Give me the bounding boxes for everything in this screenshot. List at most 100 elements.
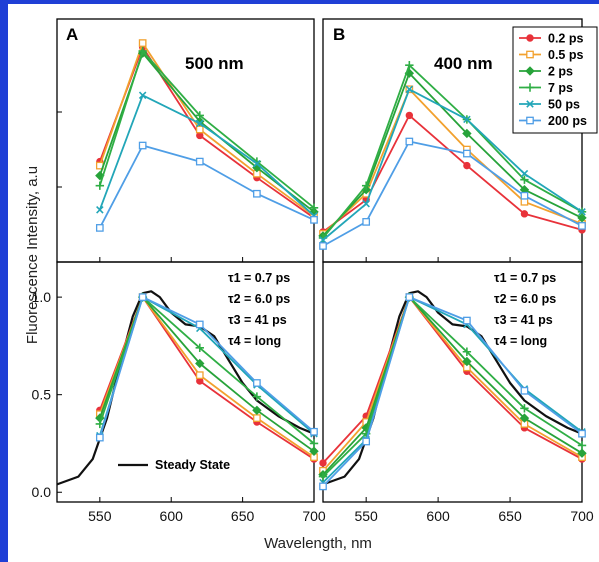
data-point: [253, 414, 261, 422]
tau-label: τ1 = 0.7 ps: [494, 271, 556, 285]
series-line-50-ps: [98, 94, 315, 217]
frame-top-bar: [0, 0, 599, 4]
data-point: [362, 218, 371, 226]
data-point: [95, 224, 104, 232]
legend-label: 50 ps: [548, 98, 580, 112]
data-point: [463, 115, 471, 124]
legend-marker: [526, 100, 534, 108]
legend-label: 7 ps: [548, 81, 573, 95]
data-point: [405, 137, 414, 146]
series-line-0-5-ps: [322, 88, 583, 235]
data-point: [520, 169, 529, 178]
series-line-2-ps: [322, 296, 583, 476]
data-point: [253, 159, 261, 168]
legend-box: [512, 26, 598, 134]
plot-area-B-top: [318, 60, 587, 250]
tau-annotations-A: τ1 = 0.7 ps τ2 = 6.0 ps τ3 = 41 ps τ4 = …: [228, 271, 290, 348]
data-point: [195, 125, 204, 134]
data-point: [252, 405, 262, 416]
data-point: [462, 347, 472, 356]
data-point: [253, 189, 261, 198]
x-tick-label: 600: [160, 508, 184, 524]
data-point: [462, 356, 472, 367]
tau-annotations-B: τ1 = 0.7 ps τ2 = 6.0 ps τ3 = 41 ps τ4 = …: [494, 271, 556, 348]
legend-label: 0.2 ps: [548, 32, 583, 46]
x-tick-label: 550: [354, 508, 378, 524]
data-point: [519, 413, 530, 423]
data-point: [577, 213, 587, 223]
data-point: [252, 392, 262, 401]
data-point: [463, 161, 471, 170]
data-point: [309, 439, 319, 448]
legend-marker: [526, 116, 534, 125]
plot-area-B-bottom: [318, 290, 587, 491]
data-point: [520, 386, 529, 395]
panel-letter-B: B: [333, 25, 345, 44]
data-point: [520, 191, 529, 200]
data-point: [195, 371, 204, 380]
tau-label: τ3 = 41 ps: [228, 313, 287, 327]
series-line-0-5-ps: [322, 296, 583, 472]
data-point: [319, 459, 327, 467]
plot-area-A-top: [95, 39, 319, 232]
x-tick-label: 600: [426, 508, 450, 524]
data-point: [195, 343, 204, 353]
data-point: [309, 446, 319, 456]
data-point: [96, 206, 104, 214]
data-point: [362, 200, 370, 208]
tau-label: τ1 = 0.7 ps: [228, 271, 290, 285]
y-axis-title: Fluorescence Intensity, a.u: [24, 166, 41, 344]
y-tick-label: 0.5: [32, 387, 52, 403]
panel-title-B: 400 nm: [434, 54, 493, 73]
x-tick-label: 700: [302, 508, 326, 524]
y-tick-label: 1.0: [32, 289, 52, 305]
legend-label: 200 ps: [548, 114, 587, 128]
legend-label: 0.5 ps: [548, 48, 583, 62]
data-point: [138, 293, 147, 301]
data-point: [309, 203, 319, 213]
frame-left-bar: [0, 0, 8, 562]
data-point: [578, 429, 586, 438]
panel-A-bottom-box: [56, 261, 315, 503]
data-point: [577, 441, 587, 450]
series-line-200-ps: [322, 140, 583, 247]
data-point: [253, 379, 261, 387]
data-point: [195, 157, 204, 166]
tau-label: τ2 = 6.0 ps: [494, 292, 556, 306]
data-point: [310, 216, 318, 224]
series-legend: 0.2 ps 0.5 ps 2 ps 7 ps 50 ps 200 ps: [512, 26, 598, 134]
data-point: [195, 111, 204, 120]
tau-label: τ2 = 6.0 ps: [228, 292, 290, 306]
plot-area-A-bottom: [56, 290, 319, 486]
data-point: [196, 119, 204, 128]
data-point: [520, 210, 529, 218]
data-point: [319, 482, 327, 491]
legend-marker: [526, 50, 534, 59]
legend-marker: [525, 83, 535, 92]
data-point: [95, 181, 105, 190]
data-point: [138, 39, 147, 47]
series-line-0-2-ps: [322, 296, 583, 464]
series-line-7-ps: [322, 64, 583, 239]
data-point: [577, 448, 587, 458]
data-point: [520, 175, 529, 184]
data-point: [405, 85, 414, 94]
data-point: [405, 293, 414, 301]
data-point: [405, 60, 414, 70]
panel-B-bottom-box: [322, 261, 583, 503]
data-point: [362, 437, 371, 446]
data-point: [361, 181, 371, 190]
data-point: [195, 358, 205, 369]
data-point: [138, 46, 147, 56]
data-point: [95, 433, 104, 442]
data-point: [195, 320, 204, 329]
data-point: [318, 472, 328, 481]
data-point: [578, 208, 586, 216]
x-tick-label: 650: [231, 508, 255, 524]
data-point: [462, 128, 472, 139]
axes-ticks: 550 600 650 700 550 600 650 700 0.0 0.5 1.0: [32, 111, 594, 524]
series-line-50-ps: [322, 88, 583, 241]
tau-label: τ3 = 41 ps: [494, 313, 553, 327]
panel-letter-A: A: [66, 25, 78, 44]
